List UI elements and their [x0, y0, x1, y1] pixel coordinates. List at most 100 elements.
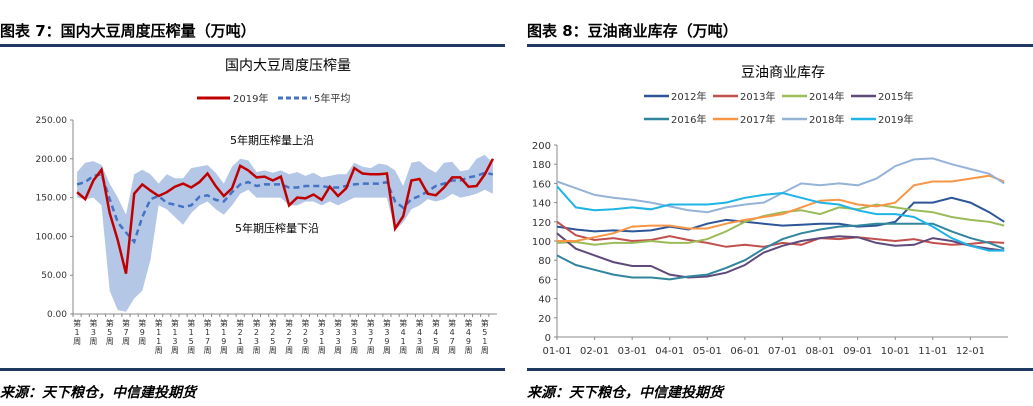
x-tick-label-char: 3: [384, 328, 389, 337]
series-line-0: [556, 196, 1005, 233]
x-tick-label-char: 第: [204, 318, 212, 328]
x-tick-label-char: 周: [416, 346, 424, 355]
x-tick-label-char: 第: [269, 318, 277, 328]
legend-label: 2015年: [878, 90, 913, 103]
y-tick-label: 250.00: [36, 116, 68, 126]
x-tick-label-char: 3: [352, 328, 357, 337]
x-tick-label-char: 9: [384, 337, 389, 346]
x-tick-label: 09-01: [843, 346, 872, 357]
x-tick-label-char: 周: [220, 346, 228, 355]
series-line-6: [556, 157, 1005, 214]
x-tick-label-char: 3: [368, 328, 373, 337]
x-tick-label-char: 3: [335, 337, 340, 346]
x-tick-label: 01-01: [542, 346, 571, 357]
x-tick-label: 10-01: [881, 346, 910, 357]
series-line-3: [556, 232, 1005, 279]
y-tick-label: 120: [532, 218, 551, 229]
x-tick-label-char: 第: [252, 318, 260, 328]
x-tick-label-char: 第: [481, 318, 489, 328]
x-tick-label-char: 4: [450, 328, 455, 337]
x-tick-label-char: 周: [301, 346, 309, 355]
x-tick-label-char: 第: [171, 318, 179, 328]
x-tick-label-char: 周: [269, 346, 277, 355]
x-tick-label-char: 第: [285, 318, 293, 328]
x-tick-label-char: 第: [155, 318, 163, 328]
y-tick-label: 160: [532, 179, 551, 190]
x-tick-label-char: 3: [319, 328, 324, 337]
x-tick-label-char: 周: [204, 346, 212, 355]
x-tick-label-char: 9: [466, 337, 471, 346]
x-tick-label-char: 周: [318, 346, 326, 355]
x-tick-label-char: 1: [172, 328, 177, 337]
x-tick-label-char: 周: [285, 346, 293, 355]
x-tick-label-char: 周: [187, 346, 195, 355]
x-tick-label-char: 周: [73, 337, 81, 346]
series-line-1: [556, 220, 1005, 248]
source-note: 来源：天下粮仓，中信建投期货: [527, 385, 723, 401]
legend-label: 2019年: [878, 113, 913, 126]
x-tick-label-char: 3: [91, 328, 96, 337]
x-tick-label-char: 周: [367, 346, 375, 355]
x-tick-label-char: 4: [433, 328, 438, 337]
x-tick-label-char: 2: [238, 328, 243, 337]
x-tick-label-char: 1: [189, 328, 194, 337]
x-tick-label-char: 周: [399, 346, 407, 355]
x-tick-label-char: 周: [252, 346, 260, 355]
x-tick-label-char: 第: [220, 318, 228, 328]
x-tick-label-char: 第: [432, 318, 440, 328]
x-tick-label-char: 5: [433, 337, 438, 346]
series-line-7: [556, 185, 1005, 252]
x-tick-label-char: 2: [254, 328, 259, 337]
bottom-rule: [527, 368, 1033, 371]
x-tick-label-char: 周: [383, 346, 391, 355]
annotation-upper: 5年期压榨量上沿: [230, 133, 314, 147]
x-tick-label-char: 周: [334, 346, 342, 355]
x-tick-label-char: 9: [140, 328, 145, 337]
x-tick-label-char: 3: [172, 337, 177, 346]
left-panel: 图表 7：国内大豆周度压榨量（万吨） 国内大豆周度压榨量 2019年 5年平均 0.0…: [0, 0, 505, 406]
x-tick-label-char: 第: [122, 318, 130, 328]
x-tick-label: 11-01: [918, 346, 947, 357]
chart-title: 豆油商业库存: [741, 65, 825, 81]
legend-label: 2014年: [809, 90, 844, 103]
x-tick-label: 02-01: [580, 346, 609, 357]
x-tick-label-char: 3: [335, 328, 340, 337]
bottom-rule: [0, 368, 505, 371]
x-tick-label-char: 5: [189, 337, 194, 346]
x-tick-label-char: 3: [254, 337, 259, 346]
x-tick-label-char: 周: [106, 337, 114, 346]
x-tick-label-char: 周: [236, 346, 244, 355]
legend-label: 2012年: [671, 90, 706, 103]
series-line-2: [556, 203, 1005, 246]
x-tick-label-char: 周: [155, 346, 163, 355]
x-tick-label-char: 第: [187, 318, 195, 328]
x-tick-label-char: 4: [466, 328, 471, 337]
x-tick-label: 07-01: [768, 346, 797, 357]
x-tick-label-char: 第: [464, 318, 472, 328]
x-tick-label-char: 5: [482, 328, 487, 337]
x-tick-label-char: 5: [270, 337, 275, 346]
figure-title: 图表 7：国内大豆周度压榨量（万吨）: [0, 22, 256, 40]
x-tick-label-char: 1: [401, 337, 406, 346]
x-tick-label-char: 9: [303, 337, 308, 346]
x-tick-label-char: 1: [75, 328, 80, 337]
y-tick-label: 40: [538, 295, 551, 306]
y-tick-label: 80: [538, 256, 551, 267]
y-tick-label: 60: [538, 275, 551, 286]
y-tick-label: 200.00: [36, 155, 68, 165]
x-tick-label: 06-01: [730, 346, 759, 357]
x-tick-label-char: 1: [221, 328, 226, 337]
y-tick-label: 50.00: [41, 271, 67, 281]
y-tick-label: 20: [538, 314, 551, 325]
y-tick-label: 140: [532, 199, 551, 210]
x-tick-label-char: 第: [399, 318, 407, 328]
x-tick-label-char: 周: [138, 337, 146, 346]
x-tick-label-char: 第: [334, 318, 342, 328]
x-tick-label-char: 周: [171, 346, 179, 355]
x-tick-label-char: 第: [383, 318, 391, 328]
x-tick-label-char: 7: [287, 337, 292, 346]
y-tick-label: 200: [532, 141, 551, 152]
top-rule: [527, 44, 1033, 47]
y-tick-label: 100: [532, 237, 551, 248]
